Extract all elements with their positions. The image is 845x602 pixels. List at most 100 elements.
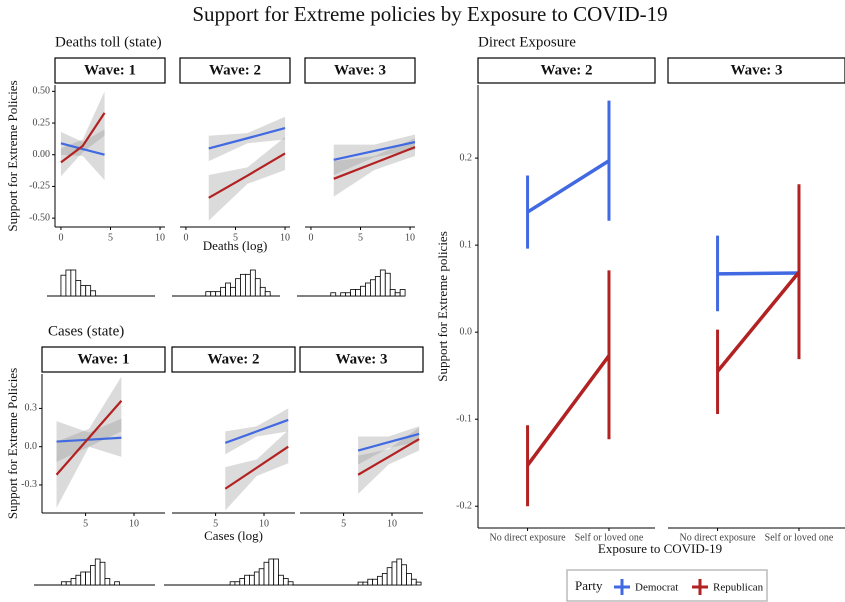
panel-title: Deaths toll (state): [55, 34, 162, 50]
histogram-bar: [253, 571, 260, 586]
histogram-bar: [287, 581, 294, 586]
panel-title: Cases (state): [48, 323, 124, 339]
histogram-bar: [389, 289, 396, 297]
histogram-bar: [249, 574, 255, 586]
histogram-bar: [90, 565, 96, 586]
confidence-band: [358, 426, 420, 465]
histogram-bar: [60, 581, 67, 586]
histogram-bar: [365, 282, 371, 297]
histogram-bar: [80, 571, 86, 586]
x-tick-label: 5: [233, 232, 238, 243]
facet-label: Wave: 2: [207, 351, 259, 367]
x-axis-label: Deaths (log): [203, 238, 268, 253]
histogram-bar: [394, 292, 401, 297]
histogram-bar: [367, 578, 374, 586]
histogram-bar: [225, 282, 231, 297]
histogram-bar: [340, 292, 347, 297]
y-tick-label: -0.2: [456, 501, 472, 512]
x-tick-label: 0: [58, 232, 63, 243]
x-axis-label: Exposure to COVID-19: [598, 541, 722, 556]
histogram-bar: [379, 269, 386, 297]
histogram-bar: [357, 581, 364, 586]
histogram-bar: [75, 279, 82, 297]
legend-label: Republican: [713, 582, 764, 594]
histogram-bar: [330, 292, 337, 297]
confidence-band: [358, 427, 420, 494]
histogram-bar: [268, 558, 275, 586]
histogram-bar: [210, 291, 217, 297]
x-tick-label: 5: [213, 518, 218, 529]
histogram-bar: [355, 289, 361, 297]
histogram-bar: [401, 564, 407, 586]
histogram-bar: [399, 289, 406, 297]
histogram-bar: [244, 574, 250, 586]
y-tick-label: -0.1: [456, 414, 472, 425]
histogram-bar: [258, 568, 265, 586]
regression-line: [357, 432, 420, 452]
y-tick-label: 0.00: [33, 149, 51, 160]
x-tick-label: 10: [280, 232, 290, 243]
facet-strip: [41, 346, 166, 373]
regression-line: [224, 418, 289, 444]
histogram-bar: [240, 273, 246, 297]
histogram-bar: [396, 558, 403, 586]
facet-label: Wave: 1: [84, 62, 136, 78]
x-tick-label: 10: [155, 232, 165, 243]
histogram-bar: [362, 581, 369, 586]
histogram-bar: [229, 581, 236, 586]
figure-title: Support for Extreme policies by Exposure…: [192, 2, 667, 26]
y-tick-label: 0.0: [25, 441, 38, 452]
x-tick-label: 0: [183, 232, 188, 243]
regression-line: [60, 142, 105, 156]
histogram-bar: [259, 286, 266, 297]
regression-line: [333, 146, 416, 180]
histogram-bar: [381, 573, 388, 586]
facet-label: Wave: 3: [730, 62, 782, 78]
regression-line: [224, 445, 289, 490]
y-tick-label: 0.50: [33, 86, 51, 97]
y-axis-label: Support for Extreme Policies: [5, 368, 20, 519]
regression-line: [208, 152, 286, 199]
x-tick-label: Self or loved one: [765, 532, 834, 543]
regression-line: [60, 112, 106, 164]
y-axis-label: Support for Extreme policies: [435, 231, 450, 382]
histogram-bar: [114, 581, 120, 586]
histogram-bar: [65, 269, 72, 297]
histogram-bar: [386, 567, 393, 586]
regression-line: [333, 140, 416, 161]
histogram-bar: [205, 291, 212, 297]
histogram-bar: [220, 286, 226, 297]
facet-strip: [54, 57, 166, 84]
confidence-band: [225, 430, 289, 511]
histogram-bar: [360, 285, 366, 297]
x-tick-label: 10: [259, 518, 269, 529]
legend-box: [566, 569, 768, 602]
histogram-bar: [278, 574, 284, 586]
y-tick-label: 0.1: [460, 239, 473, 250]
histogram-bar: [391, 561, 398, 586]
mean-line: [716, 271, 801, 373]
facet-strip: [171, 346, 296, 373]
histogram-bar: [85, 571, 91, 586]
x-tick-label: 10: [387, 518, 397, 529]
y-tick-label: -0.50: [29, 212, 50, 223]
x-tick-label: No direct exposure: [490, 532, 567, 543]
x-tick-label: 10: [405, 232, 415, 243]
histogram-bar: [406, 573, 412, 586]
histogram-bar: [234, 581, 241, 586]
y-tick-label: 0.25: [33, 117, 51, 128]
x-tick-label: Self or loved one: [575, 532, 644, 543]
confidence-band: [56, 376, 122, 508]
histogram-bar: [80, 285, 87, 297]
histogram-bar: [70, 578, 77, 586]
mean-line: [717, 271, 799, 276]
histogram-bar: [410, 578, 417, 586]
histogram-bar: [345, 292, 351, 297]
regression-line: [208, 127, 286, 150]
facet-strip: [477, 57, 656, 84]
histogram-bar: [85, 285, 92, 297]
x-tick-label: 0: [308, 232, 313, 243]
histogram-bar: [104, 578, 111, 586]
facet-label: Wave: 1: [77, 351, 129, 367]
